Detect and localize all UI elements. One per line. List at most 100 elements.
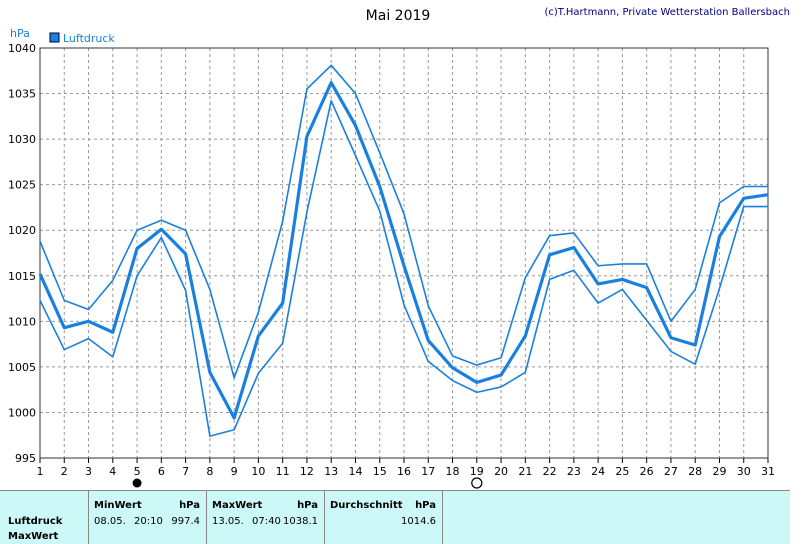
- data-point: [233, 417, 235, 419]
- data-point: [257, 335, 259, 337]
- data-point: [63, 299, 65, 301]
- data-point: [743, 205, 745, 208]
- data-point: [670, 350, 672, 352]
- data-point: [160, 228, 162, 230]
- data-point: [718, 236, 721, 238]
- data-point: [112, 356, 114, 358]
- y-tick-label: 1000: [8, 406, 36, 419]
- data-point: [524, 335, 526, 337]
- x-tick-label: 28: [688, 465, 702, 478]
- x-tick-label: 10: [251, 465, 265, 478]
- data-point: [39, 240, 41, 242]
- data-point: [403, 265, 405, 267]
- min-date: 08.05.: [94, 516, 126, 527]
- data-point: [136, 247, 138, 250]
- data-point: [112, 279, 114, 281]
- data-point: [646, 263, 648, 265]
- legend-label: Luftdruck: [63, 32, 115, 45]
- y-tick-label: 1010: [8, 315, 36, 328]
- data-point: [403, 304, 405, 306]
- full-moon-icon: [132, 478, 142, 488]
- new-moon-icon: [471, 477, 483, 489]
- data-point: [500, 374, 502, 376]
- plot-frame: [39, 47, 769, 459]
- data-point: [354, 92, 357, 95]
- data-point: [185, 253, 187, 255]
- data-point: [403, 213, 405, 215]
- x-tick-label: 8: [206, 465, 213, 478]
- x-tick-label: 27: [664, 465, 678, 478]
- data-point: [282, 302, 284, 304]
- x-tick-label: 29: [712, 465, 726, 478]
- x-tick-label: 5: [134, 465, 141, 478]
- data-point: [63, 348, 65, 351]
- x-tick-label: 18: [446, 465, 460, 478]
- max-value: 1038.1: [283, 516, 318, 527]
- data-point: [112, 331, 114, 333]
- max-date: 13.05.: [212, 516, 244, 527]
- data-point: [670, 337, 672, 339]
- row-label-maxwert: MaxWert: [8, 531, 59, 542]
- data-point: [718, 202, 721, 204]
- data-point: [87, 338, 90, 340]
- x-tick-label: 26: [640, 465, 654, 478]
- x-tick-label: 14: [348, 465, 362, 478]
- chart-credit: (c)T.Hartmann, Private Wetterstation Bal…: [544, 7, 790, 18]
- data-point: [185, 229, 187, 231]
- y-tick-label: 1020: [8, 224, 36, 237]
- data-point: [767, 205, 769, 208]
- y-tick-label: 1025: [8, 179, 36, 192]
- y-axis-unit: hPa: [10, 27, 30, 40]
- data-point: [379, 185, 381, 188]
- min-unit: hPa: [179, 500, 200, 511]
- data-point: [427, 339, 429, 342]
- avg-header: Durchschnitt: [330, 500, 403, 511]
- data-point: [694, 344, 696, 346]
- data-point: [379, 152, 381, 154]
- data-point: [718, 287, 721, 290]
- x-tick-label: 4: [109, 465, 116, 478]
- y-tick-label: 1015: [8, 270, 36, 283]
- data-point: [573, 246, 575, 249]
- data-point: [282, 220, 284, 222]
- x-tick-label: 16: [397, 465, 411, 478]
- min-time: 20:10: [134, 516, 163, 527]
- data-point: [476, 381, 478, 383]
- x-tick-label: 13: [324, 465, 338, 478]
- max-unit: hPa: [297, 500, 318, 511]
- data-point: [621, 263, 624, 265]
- avg-cell: Durchschnitt hPa 1014.6: [324, 491, 443, 544]
- x-tick-label: 7: [182, 465, 189, 478]
- summary-label-cell: Luftdruck MaxWert: [0, 491, 89, 544]
- y-tick-label: 1035: [8, 88, 36, 101]
- data-point: [233, 377, 235, 379]
- avg-value: 1014.6: [401, 516, 436, 527]
- x-tick-label: 3: [85, 465, 92, 478]
- summary-panel: Luftdruck MaxWert MinWert hPa 08.05. 20:…: [0, 490, 790, 544]
- data-point: [476, 364, 478, 366]
- data-point: [354, 154, 357, 157]
- x-tick-label: 17: [421, 465, 435, 478]
- x-tick-label: 22: [543, 465, 557, 478]
- data-point: [63, 327, 65, 329]
- pressure-chart: Mai 2019 (c)T.Hartmann, Private Wetterst…: [8, 7, 790, 489]
- data-point: [354, 124, 357, 127]
- max-header: MaxWert: [212, 500, 263, 511]
- data-point: [694, 288, 696, 291]
- data-point: [549, 278, 551, 281]
- x-tick-label: 15: [373, 465, 387, 478]
- data-point: [621, 288, 624, 291]
- data-point: [694, 363, 696, 365]
- data-point: [451, 355, 454, 357]
- data-point: [646, 319, 648, 322]
- y-tick-label: 1030: [8, 133, 36, 146]
- x-tick-label: 31: [761, 465, 775, 478]
- data-point: [524, 371, 526, 373]
- max-time: 07:40: [252, 516, 281, 527]
- data-point: [306, 88, 308, 90]
- data-point: [767, 185, 769, 188]
- x-tick-label: 19: [470, 465, 484, 478]
- data-point: [306, 211, 308, 213]
- data-point: [646, 287, 648, 289]
- data-point: [524, 277, 526, 279]
